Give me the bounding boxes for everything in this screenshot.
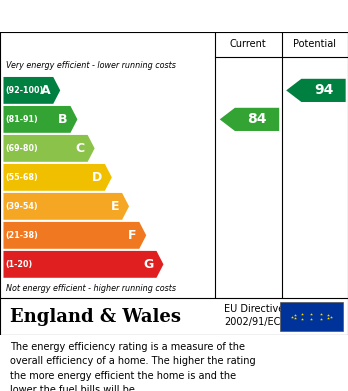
Polygon shape bbox=[3, 193, 129, 220]
Text: (21-38): (21-38) bbox=[6, 231, 38, 240]
Text: Very energy efficient - lower running costs: Very energy efficient - lower running co… bbox=[6, 61, 176, 70]
Text: 94: 94 bbox=[314, 83, 333, 97]
Text: The energy efficiency rating is a measure of the
overall efficiency of a home. T: The energy efficiency rating is a measur… bbox=[10, 342, 256, 391]
Polygon shape bbox=[3, 135, 95, 162]
Text: E: E bbox=[111, 200, 119, 213]
Text: Energy Efficiency Rating: Energy Efficiency Rating bbox=[9, 9, 229, 23]
Polygon shape bbox=[3, 222, 146, 249]
Text: (1-20): (1-20) bbox=[6, 260, 33, 269]
Text: (39-54): (39-54) bbox=[6, 202, 38, 211]
Text: C: C bbox=[76, 142, 85, 155]
Text: EU Directive
2002/91/EC: EU Directive 2002/91/EC bbox=[224, 304, 285, 327]
Text: Potential: Potential bbox=[293, 39, 336, 49]
Text: A: A bbox=[41, 84, 50, 97]
Text: (69-80): (69-80) bbox=[6, 144, 38, 153]
Polygon shape bbox=[3, 77, 60, 104]
Text: F: F bbox=[128, 229, 136, 242]
Text: B: B bbox=[58, 113, 68, 126]
Polygon shape bbox=[3, 106, 77, 133]
Text: (92-100): (92-100) bbox=[6, 86, 44, 95]
Text: G: G bbox=[143, 258, 154, 271]
Text: Not energy efficient - higher running costs: Not energy efficient - higher running co… bbox=[6, 284, 176, 293]
Text: England & Wales: England & Wales bbox=[10, 307, 181, 325]
Text: (81-91): (81-91) bbox=[6, 115, 38, 124]
Text: 84: 84 bbox=[247, 112, 267, 126]
Polygon shape bbox=[3, 164, 112, 191]
Polygon shape bbox=[3, 251, 164, 278]
Polygon shape bbox=[286, 79, 346, 102]
Text: (55-68): (55-68) bbox=[6, 173, 38, 182]
Polygon shape bbox=[220, 108, 279, 131]
Text: D: D bbox=[92, 171, 102, 184]
FancyBboxPatch shape bbox=[280, 303, 343, 330]
Text: Current: Current bbox=[230, 39, 267, 49]
